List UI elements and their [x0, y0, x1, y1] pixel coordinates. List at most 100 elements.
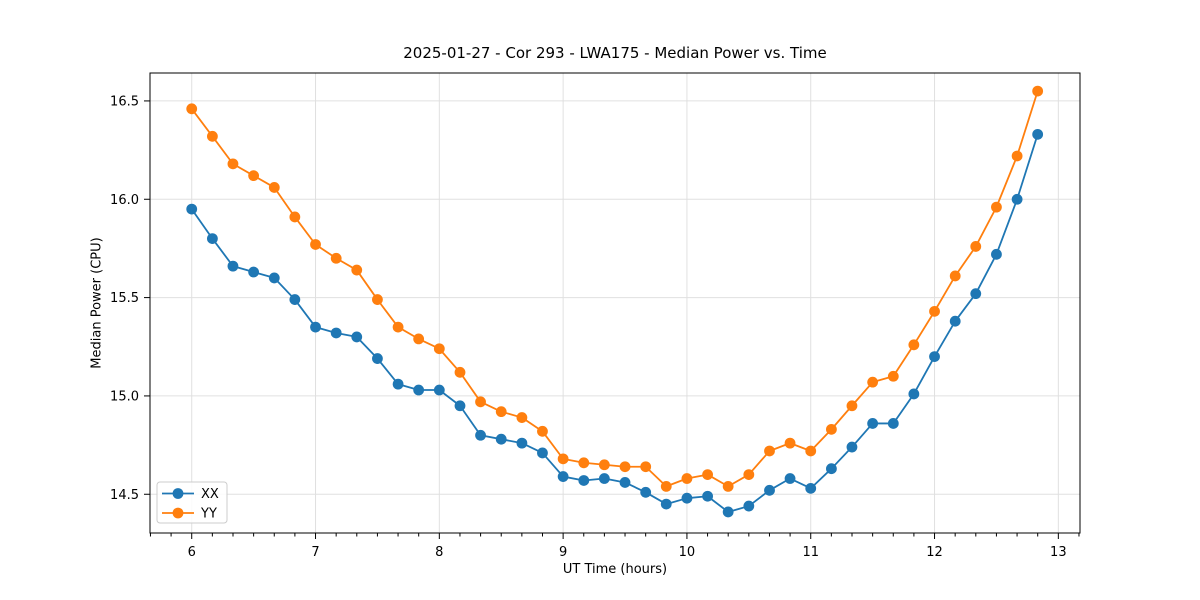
data-point-YY	[516, 412, 528, 423]
data-point-XX	[433, 384, 445, 396]
data-point-XX	[516, 437, 528, 449]
data-point-XX	[372, 353, 383, 364]
data-point-YY	[887, 370, 899, 382]
data-point-YY	[702, 469, 714, 480]
data-point-XX	[351, 331, 363, 343]
x-tick-label: 8	[435, 545, 443, 560]
data-point-YY	[805, 445, 817, 457]
data-point-YY	[660, 480, 672, 492]
x-axis-label: UT Time (hours)	[562, 562, 668, 577]
data-point-XX	[826, 463, 837, 475]
x-tick-label: 10	[679, 545, 696, 560]
data-point-YY	[557, 453, 569, 465]
data-point-XX	[887, 418, 899, 429]
data-point-XX	[454, 400, 466, 412]
data-point-XX	[722, 506, 734, 518]
data-point-YY	[248, 170, 260, 182]
data-point-XX	[495, 433, 507, 445]
data-point-YY	[475, 396, 486, 408]
data-point-YY	[722, 480, 734, 492]
x-tick-label: 9	[559, 545, 567, 560]
data-point-YY	[908, 339, 920, 351]
data-point-YY	[826, 423, 837, 435]
series-XX	[186, 128, 1044, 518]
data-point-XX	[537, 447, 548, 459]
legend: XX YY	[156, 481, 228, 524]
x-tick-label: 12	[926, 545, 943, 560]
data-point-YY	[495, 406, 507, 418]
data-point-YY	[578, 457, 590, 469]
chart-title: 2025-01-27 - Cor 293 - LWA175 - Median P…	[403, 44, 827, 62]
data-point-YY	[598, 459, 610, 471]
data-point-XX	[867, 418, 879, 429]
data-point-YY	[619, 461, 631, 473]
y-axis: 14.5 15.0 15.5 16.0 16.5	[110, 94, 150, 503]
data-point-XX	[784, 473, 796, 484]
data-point-XX	[805, 482, 817, 494]
data-point-XX	[557, 471, 569, 482]
x-axis: 6 7 8 9 10 11 12 13	[149, 533, 1080, 560]
data-point-YY	[1032, 85, 1044, 97]
data-point-XX	[330, 327, 342, 339]
data-point-XX	[248, 266, 260, 278]
data-point-YY	[929, 305, 940, 317]
legend-label-YY: YY	[200, 507, 217, 522]
data-point-YY	[310, 239, 321, 250]
data-point-XX	[908, 388, 920, 400]
y-tick-label: 14.5	[110, 488, 139, 503]
axes-spines	[149, 72, 1081, 534]
data-point-YY	[186, 103, 198, 115]
data-point-YY	[289, 211, 301, 223]
grid	[150, 73, 1080, 533]
data-point-XX	[1032, 128, 1044, 140]
data-point-XX	[660, 498, 672, 510]
data-point-XX	[578, 475, 590, 486]
data-point-XX	[206, 233, 218, 244]
data-point-XX	[743, 500, 755, 512]
y-tick-label: 16.5	[110, 94, 139, 109]
data-point-YY	[351, 264, 363, 276]
data-point-XX	[764, 484, 775, 496]
data-point-YY	[681, 473, 693, 484]
data-point-XX	[310, 321, 321, 333]
data-point-YY	[206, 130, 218, 142]
data-point-XX	[227, 260, 239, 272]
data-point-YY	[392, 321, 404, 333]
data-point-XX	[846, 441, 858, 453]
legend-label-XX: XX	[201, 487, 219, 502]
data-point-YY	[970, 241, 982, 252]
y-tick-label: 16.0	[110, 193, 139, 208]
x-tick-label: 7	[311, 545, 319, 560]
data-point-XX	[475, 429, 486, 441]
data-point-YY	[433, 343, 445, 355]
y-tick-label: 15.5	[110, 291, 139, 306]
data-point-XX	[268, 272, 280, 284]
legend-marker-YY	[172, 507, 184, 519]
x-tick-label: 11	[802, 545, 819, 560]
legend-marker-XX	[172, 488, 184, 499]
x-tick-label: 13	[1050, 545, 1067, 560]
data-point-XX	[702, 490, 714, 502]
x-tick-label: 6	[188, 545, 196, 560]
data-point-XX	[991, 248, 1002, 260]
series-YY	[186, 85, 1044, 492]
data-point-YY	[537, 425, 548, 437]
data-point-YY	[330, 252, 342, 264]
data-point-YY	[846, 400, 858, 412]
data-point-YY	[1011, 150, 1023, 162]
series-line-YY	[191, 90, 1039, 488]
data-point-XX	[970, 288, 982, 300]
data-point-XX	[949, 315, 961, 327]
data-point-YY	[227, 158, 239, 170]
data-point-YY	[867, 376, 879, 388]
data-point-YY	[743, 469, 755, 480]
data-point-XX	[186, 203, 198, 215]
data-point-XX	[929, 351, 940, 362]
data-point-YY	[268, 182, 280, 193]
data-point-XX	[681, 492, 693, 504]
y-tick-label: 15.0	[110, 389, 139, 404]
data-point-XX	[1011, 193, 1023, 205]
data-point-XX	[640, 486, 652, 498]
